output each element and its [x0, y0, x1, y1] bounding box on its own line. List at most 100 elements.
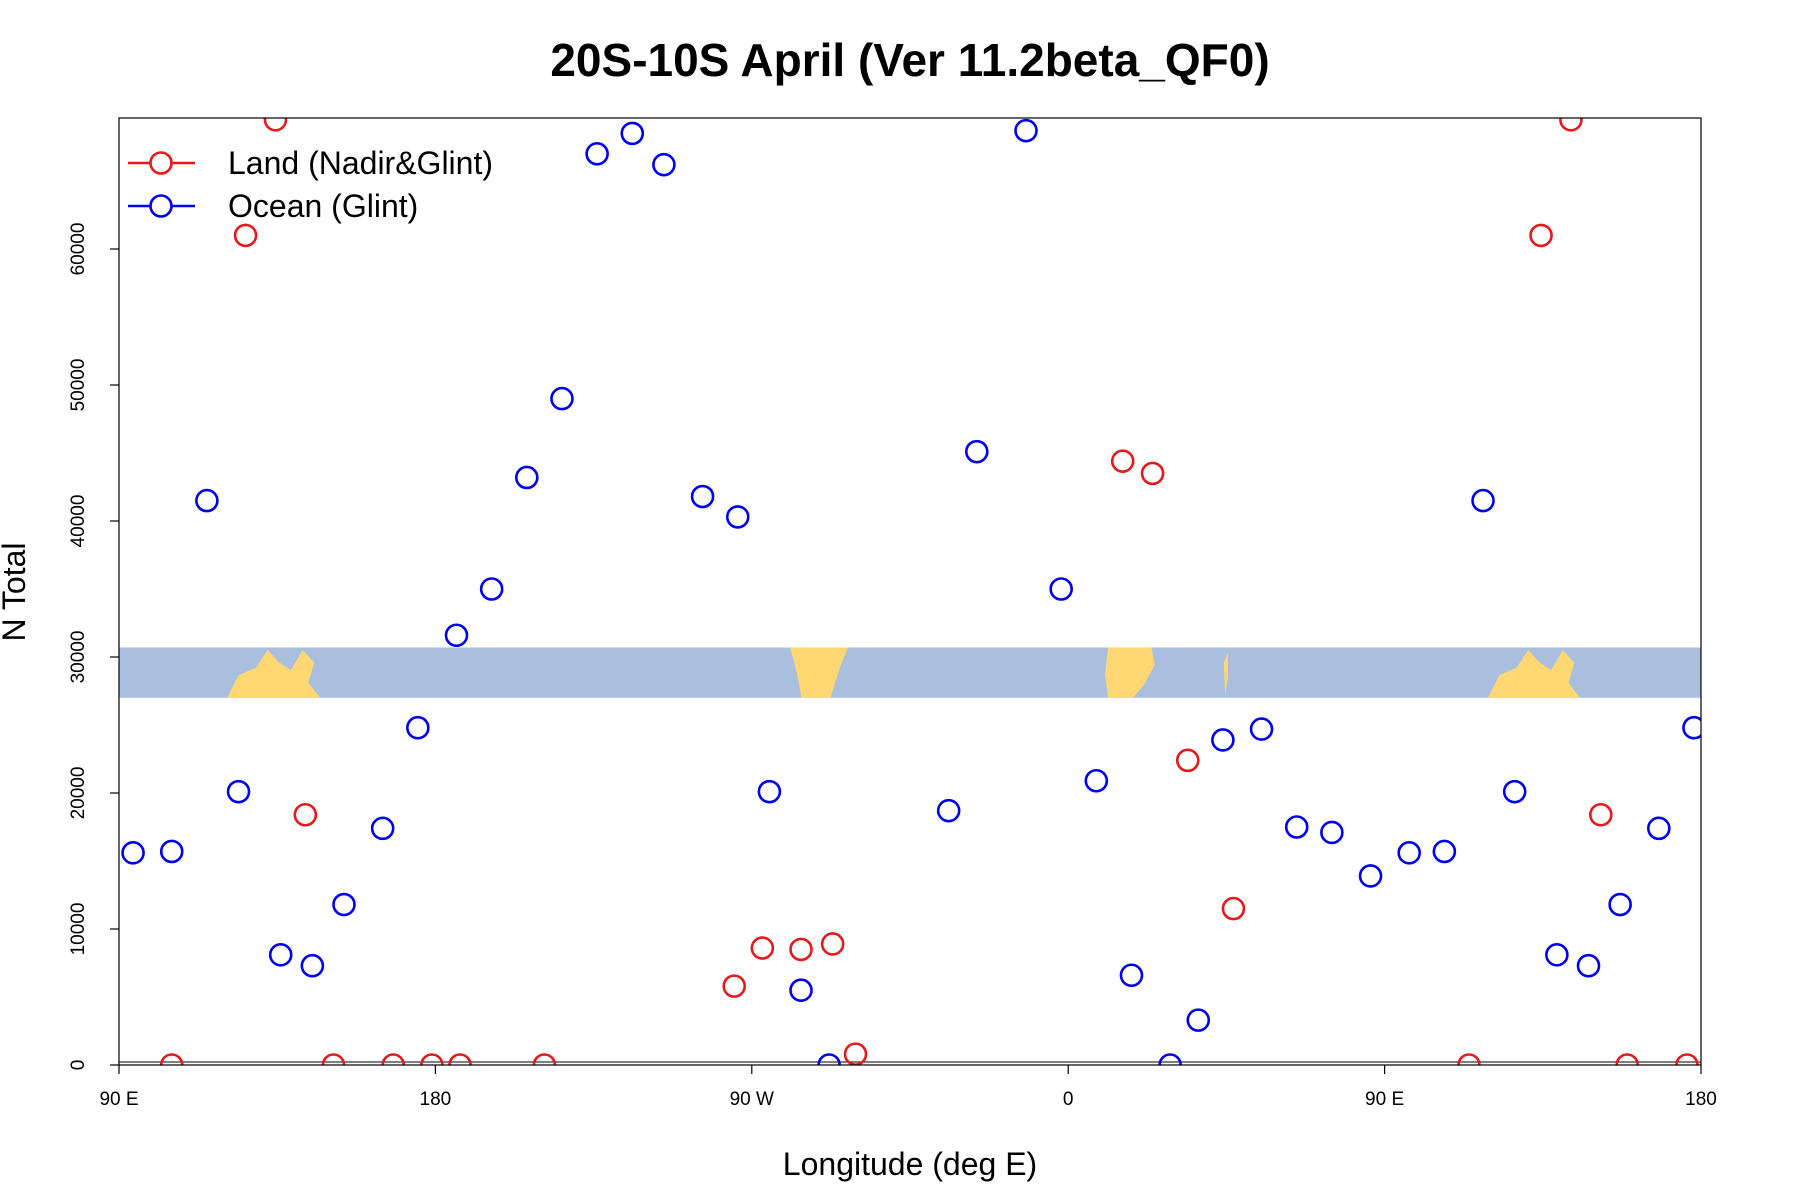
ocean-point [444, 623, 469, 648]
ocean-point [1084, 768, 1109, 793]
y-axis-label: N Total [0, 542, 32, 641]
ocean-point [121, 841, 145, 865]
land-point [1221, 896, 1246, 921]
ocean-point [1211, 728, 1235, 752]
legend-marker [149, 194, 173, 218]
ocean-point [1576, 953, 1601, 978]
land-point [1559, 118, 1583, 132]
land-shape [227, 649, 320, 698]
land-point [448, 1053, 472, 1065]
map-strip [119, 647, 1701, 698]
land-point [1457, 1053, 1481, 1065]
ocean-point [1545, 943, 1569, 967]
x-tick-label: 180 [420, 1089, 452, 1110]
ocean-point [1320, 820, 1344, 845]
legend-marker [149, 151, 173, 175]
land-point [1529, 223, 1553, 248]
y-tick-label: 50000 [68, 359, 89, 412]
land-point [1589, 802, 1613, 827]
ocean-point [1432, 839, 1457, 864]
land-point [321, 1053, 346, 1065]
land-point [159, 1053, 184, 1065]
legend-label: Ocean (Glint) [228, 188, 418, 224]
ocean-point [1682, 715, 1701, 740]
land-point [1675, 1053, 1699, 1065]
x-tick-label: 0 [1063, 1089, 1074, 1110]
land-shapes [227, 647, 1580, 698]
land-shape [1223, 652, 1228, 696]
ocean-point [195, 488, 219, 513]
x-tick-label: 90 W [730, 1089, 774, 1110]
x-axis-label: Longitude (deg E) [783, 1146, 1037, 1182]
y-tick-label: 60000 [68, 223, 89, 276]
land-shape [790, 647, 848, 698]
plot-frame [118, 117, 1702, 1066]
ocean-point [1158, 1053, 1182, 1065]
ocean-point [789, 978, 813, 1003]
ocean-point [300, 953, 325, 978]
ocean-point [1471, 488, 1495, 513]
ocean-point [1249, 717, 1274, 741]
ocean-point [725, 505, 750, 529]
ocean-point [1502, 779, 1527, 804]
land-point [532, 1053, 557, 1065]
land-point [263, 118, 288, 132]
ocean-point [1358, 864, 1383, 888]
ocean-point [226, 779, 251, 804]
x-tick-label: 180 [1685, 1089, 1717, 1110]
land-point [1110, 449, 1135, 473]
land-point [722, 974, 747, 998]
land-point [293, 802, 318, 827]
land-point [420, 1053, 444, 1065]
ocean-point [652, 152, 676, 177]
ocean-point [479, 577, 504, 601]
land-point [381, 1053, 406, 1065]
land-shape [1105, 647, 1155, 698]
land-point [750, 936, 775, 960]
legend-label: Land (Nadir&Glint) [228, 145, 493, 181]
ocean-point [817, 1053, 841, 1065]
land-point [820, 932, 845, 956]
y-tick-label: 30000 [68, 631, 89, 684]
ocean-point [332, 892, 356, 917]
land-point [1615, 1053, 1639, 1065]
y-tick-label: 40000 [68, 495, 89, 548]
ocean-point [370, 816, 395, 841]
ocean-point [1119, 963, 1144, 988]
ocean-point [1284, 815, 1309, 839]
land-point [1175, 748, 1200, 773]
y-tick-label: 10000 [68, 903, 89, 956]
land-point [1708, 1055, 1729, 1076]
ocean-point [757, 779, 782, 804]
ocean-point [1186, 1008, 1211, 1032]
ocean-point [1608, 892, 1632, 917]
ocean-point [964, 439, 989, 464]
x-tick-label: 90 E [99, 1089, 138, 1110]
legend: Land (Nadir&Glint) Ocean (Glint) [128, 145, 493, 224]
land-point [789, 937, 813, 962]
ocean-point [406, 715, 430, 740]
y-tick-label: 0 [68, 1060, 89, 1071]
chart-title: 20S-10S April (Ver 11.2beta_QF0) [550, 34, 1269, 86]
ocean-point [1647, 816, 1671, 841]
ocean-band [119, 647, 1701, 698]
x-axis: 90 E 180 90 W 0 90 E 180 [99, 1065, 1717, 1110]
ocean-point [550, 386, 574, 411]
ocean-point [515, 465, 539, 490]
ocean-point [159, 839, 184, 864]
land-point [233, 223, 258, 248]
ocean-point [1049, 577, 1073, 601]
ocean-point [1014, 118, 1038, 143]
ocean-point [268, 943, 293, 967]
y-axis: 0 10000 20000 30000 40000 50000 60000 [68, 223, 119, 1071]
ocean-point [690, 484, 715, 509]
land-point [1140, 461, 1165, 486]
x-tick-label: 90 E [1365, 1089, 1404, 1110]
land-point [843, 1042, 868, 1065]
land-shape [1488, 649, 1580, 698]
ocean-point [936, 798, 961, 823]
ocean-point [1397, 841, 1422, 865]
ocean-point [585, 142, 609, 166]
y-tick-label: 20000 [68, 767, 89, 820]
